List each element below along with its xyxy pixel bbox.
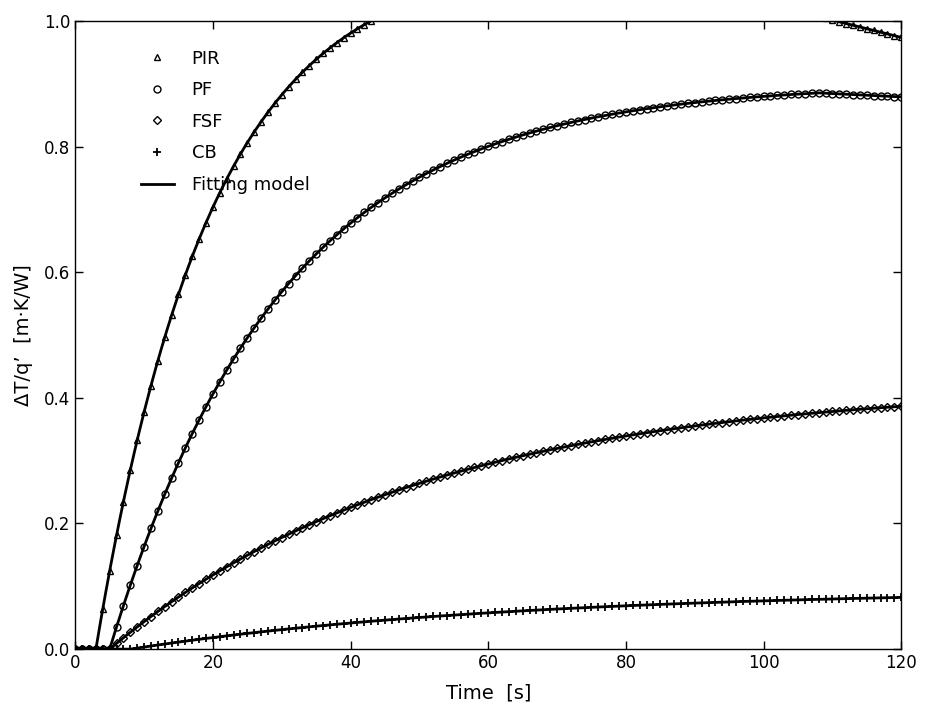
Y-axis label: ΔT/q’  [m·K/W]: ΔT/q’ [m·K/W]	[14, 264, 33, 406]
Legend: PIR, PF, FSF, CB, Fitting model: PIR, PF, FSF, CB, Fitting model	[134, 42, 317, 201]
X-axis label: Time  [s]: Time [s]	[446, 683, 531, 702]
